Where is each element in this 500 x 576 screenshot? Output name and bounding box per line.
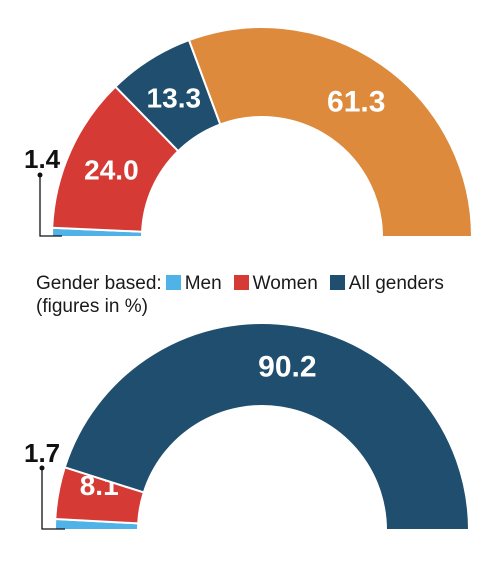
chart1-slice-other (187, 26, 474, 238)
legend-swatch-men (165, 275, 181, 290)
chart2-label-0: 1.7 (24, 438, 60, 468)
legend-label-men: Men (184, 273, 222, 294)
chart2-slice-all-genders (63, 322, 471, 531)
legend-subtitle: (figures in %) (36, 296, 148, 317)
legend-swatch-all-genders (329, 275, 345, 290)
legend-prefix: Gender based: (36, 273, 162, 294)
legend-label-all-genders: All genders (348, 273, 444, 294)
chart1-callout-line (39, 175, 62, 237)
legend-label-women: Women (252, 273, 318, 294)
chart1-label-3: 61.3 (327, 86, 385, 119)
legend: Gender based: Men Women All genders (figure… (36, 272, 452, 318)
chart2-callout-line (41, 468, 65, 530)
chart1-label-1: 24.0 (84, 155, 139, 186)
legend-row: Gender based: Men Women All genders (36, 272, 452, 295)
chart1-label-0: 1.4 (24, 144, 61, 174)
chart1-label-2: 13.3 (147, 83, 202, 114)
chart2-label-2: 90.2 (258, 350, 316, 383)
legend-swatch-women (233, 275, 249, 290)
